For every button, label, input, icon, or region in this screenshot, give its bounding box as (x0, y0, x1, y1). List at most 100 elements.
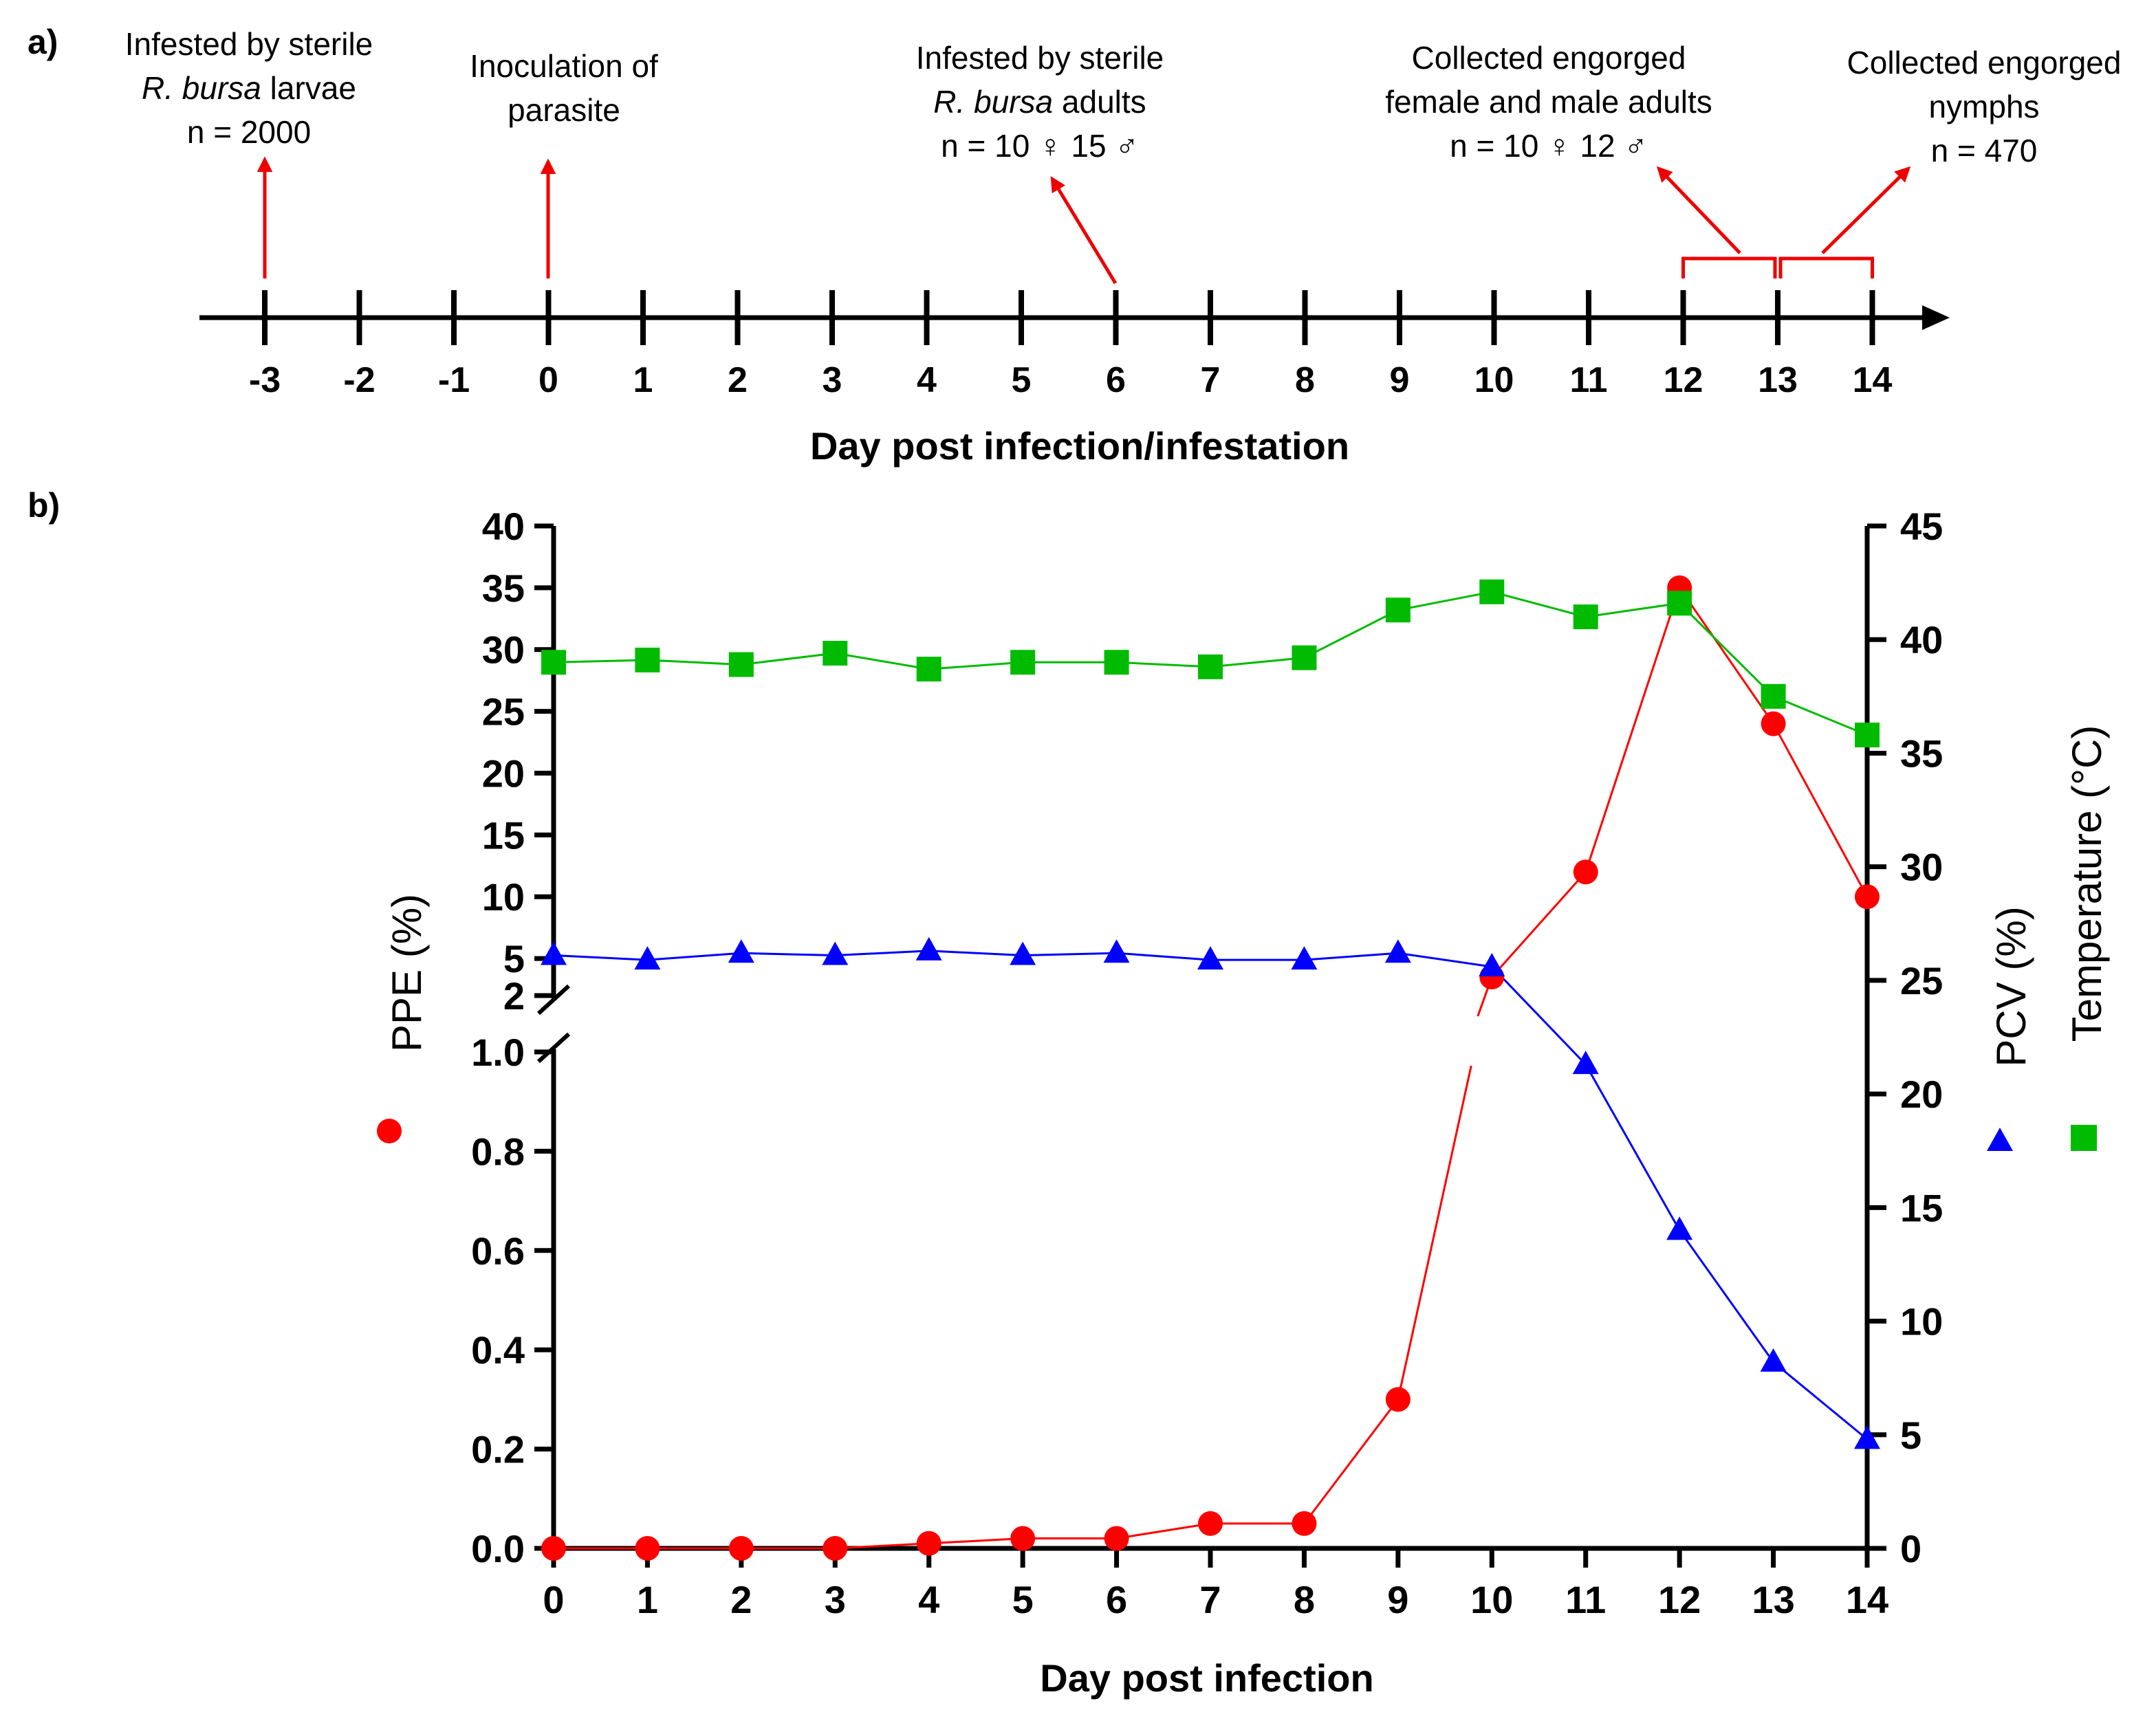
annotation-line: n = 10 ♀ 15 ♂ (941, 128, 1139, 164)
annotation-line: Collected engorged (1847, 45, 2122, 80)
pcv-point (1291, 946, 1318, 970)
pcv-point (1572, 1051, 1599, 1075)
ppe-line-segment (1397, 1065, 1472, 1400)
x-tick-label: 10 (1470, 1578, 1513, 1621)
annotation-rest: larvae (261, 70, 356, 106)
temperature-point (1479, 579, 1505, 604)
temperature-point (1855, 723, 1880, 748)
ppe-point (1104, 1526, 1129, 1551)
pcv-point (915, 936, 942, 961)
annotation-italic: R. bursa (142, 70, 261, 106)
chart-lines (553, 587, 1869, 1550)
timeline-tick-label: 2 (728, 360, 748, 400)
timeline-x-label: Day post infection/infestation (810, 424, 1349, 468)
annotation-line: Inoculation of (470, 48, 658, 84)
temperature-point (1385, 597, 1411, 623)
temperature-point (916, 657, 941, 682)
temperature-point (635, 647, 660, 672)
left-tick-label: 5 (503, 937, 525, 980)
right-tick-label: 25 (1900, 959, 1943, 1002)
right-tick-label: 15 (1900, 1186, 1943, 1229)
pcv-point (1666, 1216, 1693, 1240)
temperature-point (1761, 683, 1786, 709)
left-tick-label: 0.0 (471, 1527, 525, 1570)
annotation-line: n = 2000 (187, 114, 311, 150)
annotation-line: female and male adults (1385, 84, 1712, 120)
annotation-line: n = 10 ♀ 12 ♂ (1450, 128, 1648, 164)
pcv-point (634, 946, 661, 970)
x-tick-label: 3 (825, 1578, 846, 1621)
ppe-point (1198, 1511, 1223, 1536)
timeline-tick-label: -1 (438, 360, 470, 400)
timeline-tick-label: -2 (343, 360, 375, 400)
pcv-point (1103, 939, 1130, 963)
temperature-point (823, 641, 848, 666)
temperature-legend-marker (2071, 1125, 2097, 1151)
pcv-point (728, 939, 754, 963)
panel-b-label: b) (28, 486, 60, 525)
ppe-line-segment (1116, 1522, 1211, 1540)
ppe-point (1010, 1526, 1036, 1551)
timeline-tick-label: 13 (1758, 360, 1798, 400)
timeline-tick-label: 8 (1295, 360, 1315, 400)
annotation-line: Infested by sterile (125, 26, 373, 62)
annotation-line: Collected engorged (1412, 40, 1686, 76)
x-tick-label: 6 (1106, 1578, 1127, 1621)
left-tick-label: 0.8 (471, 1130, 525, 1173)
right-tick-label: 35 (1900, 732, 1943, 775)
pcv-point (1479, 953, 1505, 977)
x-tick-label: 7 (1199, 1578, 1221, 1621)
x-tick-label: 14 (1846, 1578, 1888, 1621)
chart-legend (377, 1119, 2097, 1151)
ppe-point (635, 1536, 660, 1561)
right-tick-label: 45 (1900, 505, 1943, 548)
left-tick-label: 1.0 (471, 1031, 525, 1074)
timeline-tick-label: -3 (249, 360, 281, 400)
timeline-tick-label: 4 (917, 360, 937, 400)
timeline-tick-label: 11 (1570, 360, 1608, 400)
pcv-legend-marker (1987, 1128, 2013, 1151)
ppe-point (728, 1536, 754, 1561)
left-tick-label: 20 (482, 751, 525, 795)
pcv-point (541, 941, 567, 965)
annotation-rest: adults (1053, 84, 1146, 120)
pcv-point (1197, 946, 1223, 970)
x-tick-label: 5 (1012, 1578, 1034, 1621)
x-tick-label: 1 (637, 1578, 658, 1621)
chart-markers (541, 575, 1880, 1561)
left-axis-title: PPE (%) (384, 894, 430, 1052)
right-tick-label: 20 (1900, 1073, 1943, 1116)
timeline-tick-label: 10 (1474, 360, 1514, 400)
panel-b-chart: b) 0.00.20.40.60.81.02510152025303540051… (28, 486, 2110, 1700)
ppe-line-segment (1585, 587, 1681, 873)
timeline-tick-label: 1 (633, 360, 653, 400)
x-tick-label: 9 (1387, 1578, 1408, 1621)
timeline-tick-label: 6 (1106, 360, 1126, 400)
annotation-line: R. bursa adults (933, 84, 1146, 120)
x-tick-label: 2 (730, 1578, 752, 1621)
right-tick-label: 10 (1900, 1300, 1943, 1343)
left-tick-label: 25 (482, 690, 525, 734)
annotation-line: R. bursa larvae (142, 70, 356, 106)
annotation-arrow (1050, 176, 1118, 285)
x-tick-label: 12 (1658, 1578, 1701, 1621)
pcv-point (1010, 941, 1036, 965)
x-tick-label: 4 (918, 1578, 939, 1621)
temperature-point (1292, 645, 1317, 670)
pcv-point (822, 941, 849, 965)
pcv-point (1854, 1425, 1880, 1449)
bracket-day12-13 (1681, 256, 1777, 278)
x-tick-label: 13 (1752, 1578, 1794, 1621)
timeline-annotations: Infested by sterile R. bursa larvae n = 20… (125, 26, 2122, 285)
left-tick-label: 0.2 (471, 1428, 525, 1471)
timeline-tick-label: 5 (1012, 360, 1032, 400)
left-tick-label: 0.4 (471, 1328, 525, 1372)
right-tick-label: 30 (1900, 846, 1943, 889)
temperature-point (1667, 591, 1692, 616)
ppe-point (1573, 859, 1598, 885)
ppe-line-segment (835, 1542, 929, 1550)
ppe-point (541, 1536, 566, 1561)
temperature-point (1010, 650, 1036, 675)
annotation-italic: R. bursa (933, 84, 1053, 120)
